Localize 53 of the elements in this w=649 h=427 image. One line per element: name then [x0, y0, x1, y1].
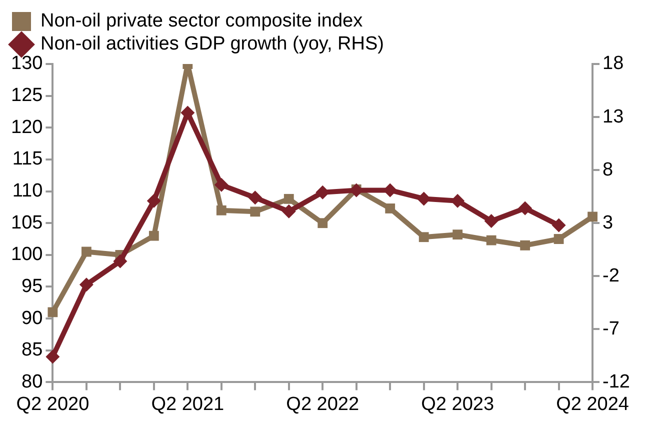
point: [416, 192, 431, 206]
point: [216, 205, 226, 216]
point: [383, 183, 398, 198]
point: [81, 246, 92, 257]
y2-tick-label: 8: [602, 159, 614, 180]
x-tick-label: Q2 2024: [556, 394, 630, 415]
point: [148, 230, 159, 241]
y-tick-label: 110: [12, 180, 43, 202]
point: [284, 194, 294, 204]
point: [552, 218, 566, 232]
point: [450, 194, 465, 208]
y2-tick-label: 18: [602, 53, 624, 74]
y2-tick-label: -12: [602, 371, 630, 392]
point: [113, 254, 128, 268]
point: [46, 350, 60, 364]
y-tick-label: 115: [12, 148, 43, 170]
point: [214, 178, 228, 192]
point: [248, 190, 262, 205]
y2-tick-label: 3: [602, 212, 614, 234]
point: [418, 232, 429, 242]
legend-label: Non-oil private sector composite index: [40, 10, 364, 32]
point: [79, 278, 94, 292]
point: [554, 234, 564, 244]
y-tick-label: 90: [22, 308, 43, 329]
x-tick-label: Q2 2021: [151, 394, 224, 415]
point: [486, 235, 496, 246]
point: [385, 204, 396, 214]
point: [520, 240, 530, 250]
x-tick-label: Q2 2022: [286, 394, 360, 415]
y-tick-label: 95: [22, 276, 43, 297]
point: [484, 214, 498, 228]
y2-tick-label: -7: [602, 318, 620, 340]
point: [146, 194, 161, 208]
y-tick-label: 85: [22, 340, 43, 361]
point: [588, 212, 598, 222]
point: [518, 201, 532, 216]
x-tick-label: Q2 2020: [16, 394, 90, 415]
legend-label: Non-oil activities GDP growth (yoy, RHS): [40, 34, 384, 55]
point: [180, 106, 195, 120]
y2-tick-label: -2: [602, 265, 620, 286]
y2-tick-label: 13: [602, 106, 624, 128]
point: [48, 307, 58, 318]
point: [250, 206, 260, 217]
y-tick-label: 125: [11, 85, 43, 106]
point: [318, 218, 328, 228]
y-tick-label: 105: [11, 212, 43, 234]
y-tick-label: 100: [11, 244, 43, 266]
y-tick-label: 130: [11, 53, 43, 74]
point: [452, 230, 463, 240]
y-tick-label: 80: [22, 371, 43, 392]
y-tick-label: 120: [11, 116, 43, 138]
point: [282, 204, 296, 218]
x-tick-label: Q2 2023: [421, 394, 494, 415]
